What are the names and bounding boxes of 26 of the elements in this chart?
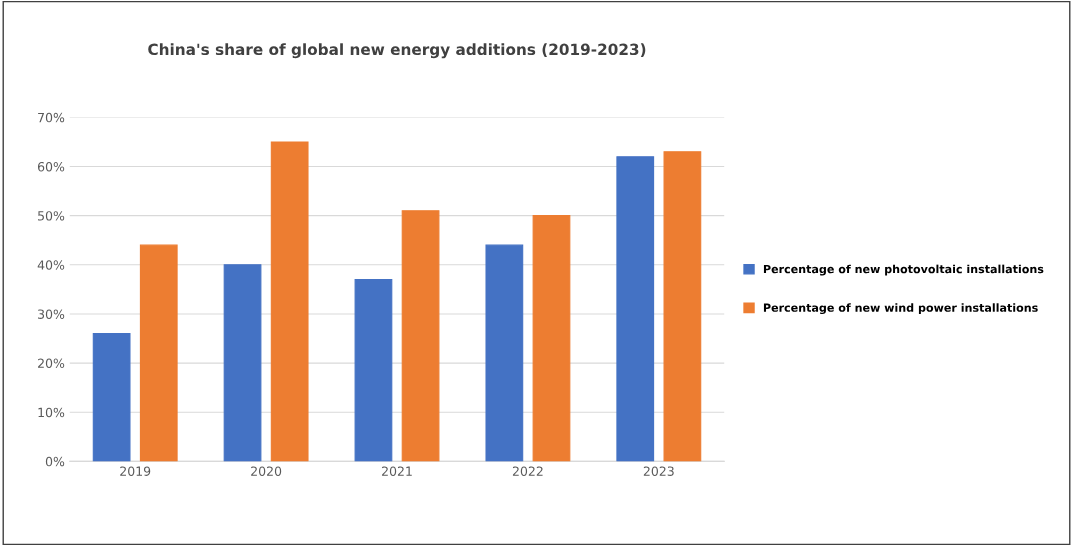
y-tick-label: 40% (37, 260, 65, 270)
bar (616, 156, 655, 462)
bar (401, 210, 440, 462)
y-tick-label: 10% (38, 407, 65, 418)
y-tick-label: 60% (37, 162, 65, 172)
bar (485, 244, 524, 462)
bar (270, 141, 309, 462)
legend-label: Percentage of new wind power installations (763, 303, 1038, 315)
y-tick-label: 70% (38, 112, 65, 123)
x-tick-label: 2021 (382, 466, 412, 476)
y-tick-label: 0% (45, 456, 65, 467)
bar (663, 151, 702, 462)
x-tick-label: 2022 (512, 466, 543, 476)
legend-label: Percentage of new photovoltaic installations (763, 264, 1044, 276)
x-tick-label: 2023 (643, 466, 674, 476)
bar (223, 264, 262, 462)
bar (354, 278, 393, 462)
y-tick-label: 20% (38, 358, 65, 369)
bar (92, 333, 131, 462)
y-tick-label: 30% (38, 309, 65, 319)
x-tick-label: 2019 (120, 466, 151, 476)
chart-title: China's share of global new energy additions (2019-2023) (148, 43, 646, 59)
bar (532, 215, 571, 462)
bar (139, 244, 178, 462)
x-tick-label: 2020 (251, 466, 282, 476)
y-tick-label: 50% (38, 211, 65, 221)
